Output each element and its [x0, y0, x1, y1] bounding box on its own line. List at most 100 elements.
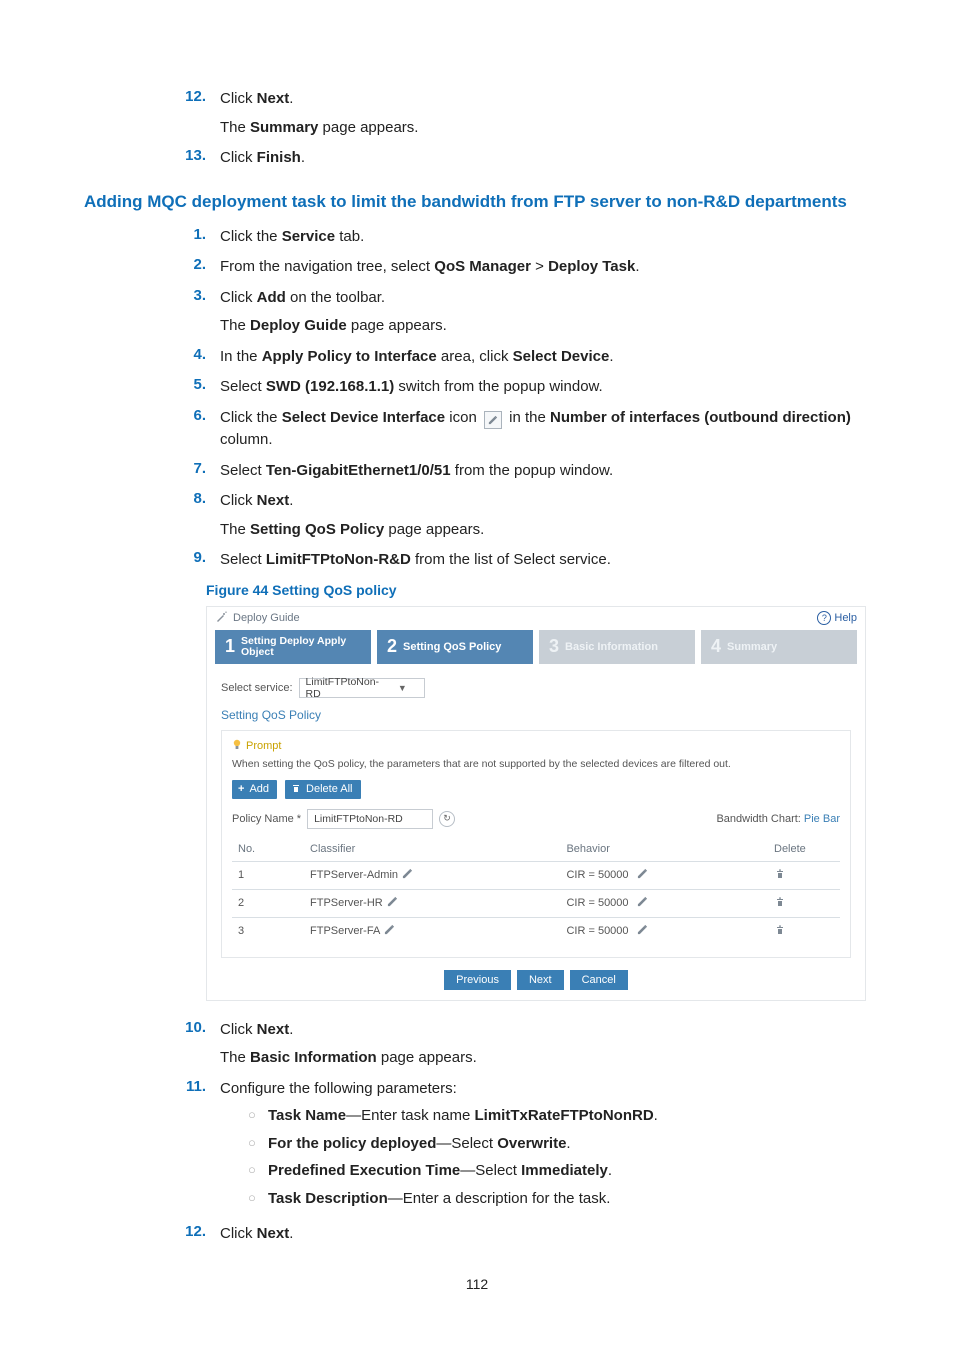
- step-result: The Basic Information page appears.: [220, 1047, 866, 1070]
- wizard-step[interactable]: 2Setting QoS Policy: [377, 630, 533, 664]
- step-number: 9.: [168, 549, 220, 572]
- cell-behavior: CIR = 50000: [566, 869, 628, 881]
- step-number: 10.: [168, 1019, 220, 1070]
- step-text: Click Next.: [220, 90, 293, 107]
- cell-classifier: FTPServer-FA: [310, 925, 380, 937]
- edit-icon[interactable]: [387, 896, 398, 910]
- step-number: 12.: [168, 1223, 220, 1246]
- step-label: Setting QoS Policy: [403, 641, 501, 653]
- step-num: 4: [711, 636, 721, 657]
- edit-icon[interactable]: [637, 924, 648, 938]
- step-num: 1: [225, 636, 235, 657]
- step-text: Click Next.: [220, 492, 293, 509]
- refresh-icon[interactable]: ↻: [439, 811, 455, 827]
- bullet-icon: ○: [248, 1133, 268, 1156]
- step-text: Click Next.: [220, 1225, 293, 1242]
- list-item: 7.Select Ten-GigabitEthernet1/0/51 from …: [168, 460, 866, 483]
- step-result: The Deploy Guide page appears.: [220, 315, 866, 338]
- previous-button[interactable]: Previous: [444, 970, 511, 990]
- policy-name-label: Policy Name *: [232, 813, 301, 825]
- list-item: 1.Click the Service tab.: [168, 226, 866, 249]
- list-item: 12.Click Next.: [168, 1223, 866, 1246]
- list-item: 13. Click Finish.: [168, 147, 866, 170]
- step-text: Click Add on the toolbar.: [220, 289, 385, 306]
- step-text: Click Finish.: [220, 149, 305, 166]
- list-item: 10.Click Next. The Basic Information page…: [168, 1019, 866, 1070]
- chevron-down-icon: ▼: [383, 683, 421, 693]
- table-row: 1FTPServer-AdminCIR = 50000: [232, 861, 840, 889]
- next-button[interactable]: Next: [517, 970, 564, 990]
- step-text: Select Ten-GigabitEthernet1/0/51 from th…: [220, 462, 613, 479]
- panel-title: Deploy Guide: [233, 612, 300, 624]
- delete-icon[interactable]: [774, 871, 786, 883]
- sub-item: ○Task Description—Enter a description fo…: [248, 1188, 866, 1211]
- col-no: No.: [232, 837, 304, 862]
- cell-behavior: CIR = 50000: [566, 897, 628, 909]
- col-delete: Delete: [768, 837, 840, 862]
- col-classifier: Classifier: [304, 837, 560, 862]
- edit-icon[interactable]: [637, 868, 648, 882]
- step-text: Select SWD (192.168.1.1) switch from the…: [220, 378, 603, 395]
- bullet-icon: ○: [248, 1105, 268, 1128]
- trash-icon: [291, 783, 301, 796]
- step-result: The Setting QoS Policy page appears.: [220, 519, 866, 542]
- step-number: 13.: [168, 147, 220, 170]
- list-item: 2.From the navigation tree, select QoS M…: [168, 256, 866, 279]
- cancel-button[interactable]: Cancel: [570, 970, 628, 990]
- post-steps-list: 10.Click Next.The Basic Information page…: [168, 1019, 866, 1246]
- step-number: 8.: [168, 490, 220, 541]
- wizard-step[interactable]: 4 Summary: [701, 630, 857, 664]
- step-text: Click Next.: [220, 1021, 293, 1038]
- col-behavior: Behavior: [560, 837, 768, 862]
- cell-behavior: CIR = 50000: [566, 925, 628, 937]
- bullet-icon: ○: [248, 1160, 268, 1183]
- document-page: 12. Click Next. The Summary page appears…: [0, 0, 954, 1352]
- edit-icon[interactable]: [402, 868, 413, 882]
- prompt-title: Prompt: [246, 740, 281, 752]
- edit-icon: [484, 411, 502, 429]
- pie-link[interactable]: Pie: [804, 813, 820, 825]
- step-number: 5.: [168, 376, 220, 399]
- step-number: 2.: [168, 256, 220, 279]
- prompt-text: When setting the QoS policy, the paramet…: [232, 758, 840, 770]
- qos-section-title: Setting QoS Policy: [221, 708, 865, 722]
- delete-all-button[interactable]: Delete All: [285, 780, 360, 799]
- cell-no: 3: [232, 917, 304, 945]
- step-label: Setting Deploy ApplyObject: [241, 636, 346, 658]
- edit-icon[interactable]: [637, 896, 648, 910]
- step-label: Basic Information: [565, 641, 658, 653]
- edit-icon[interactable]: [384, 924, 395, 938]
- add-button[interactable]: + Add: [232, 780, 277, 799]
- step-number: 4.: [168, 346, 220, 369]
- step-label: Summary: [727, 641, 777, 653]
- bar-link[interactable]: Bar: [823, 813, 840, 825]
- main-steps-list: 1.Click the Service tab. 2.From the navig…: [168, 226, 866, 572]
- delete-icon[interactable]: [774, 899, 786, 911]
- step-text: In the Apply Policy to Interface area, c…: [220, 348, 614, 365]
- list-item: 5.Select SWD (192.168.1.1) switch from t…: [168, 376, 866, 399]
- policy-table: No. Classifier Behavior Delete 1FTPServe…: [232, 837, 840, 945]
- delete-icon[interactable]: [774, 927, 786, 939]
- cell-classifier: FTPServer-HR: [310, 897, 383, 909]
- cell-no: 2: [232, 889, 304, 917]
- help-link[interactable]: ? Help: [817, 611, 857, 625]
- wizard-step[interactable]: 1 Setting Deploy ApplyObject: [215, 630, 371, 664]
- list-item: 11.Configure the following parameters:○T…: [168, 1078, 866, 1216]
- step-number: 6.: [168, 407, 220, 452]
- step-number: 11.: [168, 1078, 220, 1216]
- select-value: LimitFTPtoNon-RD: [302, 676, 384, 700]
- select-service-dropdown[interactable]: LimitFTPtoNon-RD ▼: [299, 678, 425, 698]
- step-num: 3: [549, 636, 559, 657]
- page-number: 112: [88, 1276, 866, 1292]
- wand-icon: [215, 611, 227, 626]
- section-heading: Adding MQC deployment task to limit the …: [84, 192, 866, 212]
- deploy-guide-panel: Deploy Guide ? Help 1 Setting Deploy Appl…: [206, 606, 866, 1001]
- step-number: 7.: [168, 460, 220, 483]
- wizard-step[interactable]: 3 Basic Information: [539, 630, 695, 664]
- policy-name-input[interactable]: LimitFTPtoNon-RD: [307, 809, 433, 829]
- select-service-label: Select service:: [221, 682, 293, 694]
- step-text: Click the Service tab.: [220, 228, 364, 245]
- list-item: 4.In the Apply Policy to Interface area,…: [168, 346, 866, 369]
- list-item: 9.Select LimitFTPtoNon-R&D from the list…: [168, 549, 866, 572]
- policy-box: Prompt When setting the QoS policy, the …: [221, 730, 851, 958]
